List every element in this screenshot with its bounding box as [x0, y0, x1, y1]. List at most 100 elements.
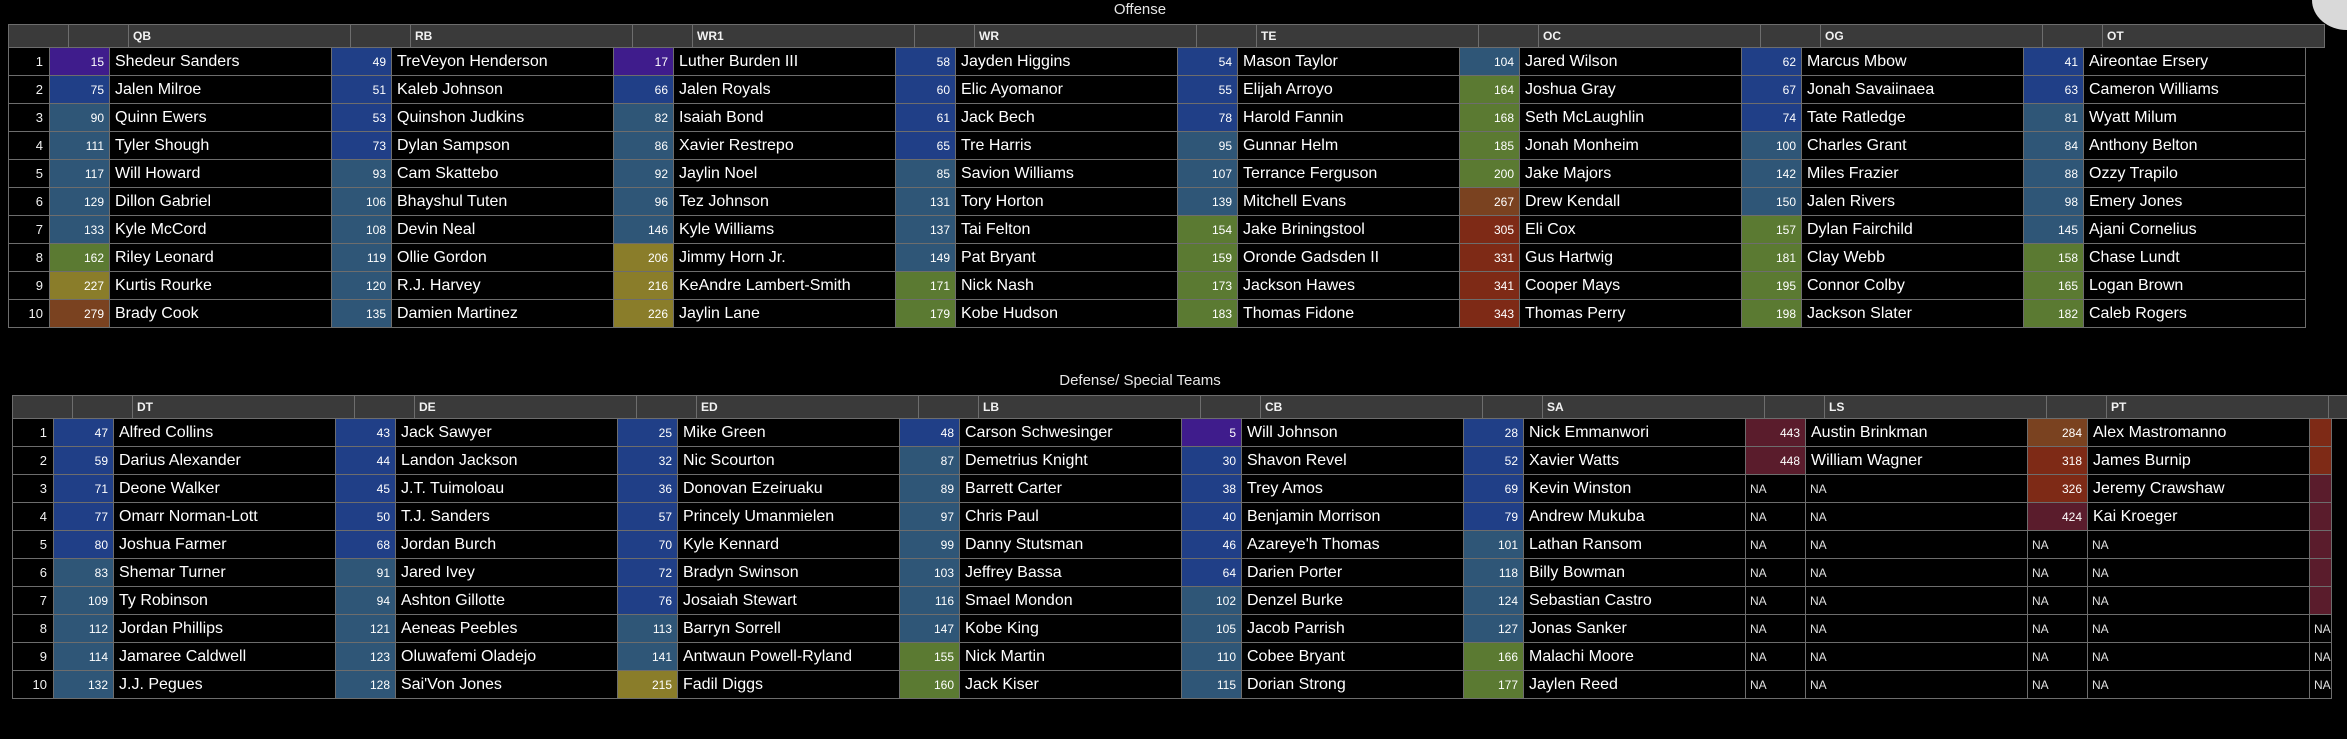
- rank-cell[interactable]: 133: [50, 216, 110, 244]
- rank-cell[interactable]: 182: [2024, 300, 2084, 328]
- rank-cell[interactable]: 94: [336, 587, 396, 615]
- player-name[interactable]: Luther Burden III: [674, 48, 896, 76]
- player-name[interactable]: Antwaun Powell-Ryland: [678, 643, 900, 671]
- player-name[interactable]: Cobee Bryant: [1242, 643, 1464, 671]
- table-row[interactable]: 10 132 J.J. Pegues 128 Sai'Von Jones 215 Fadil…: [13, 671, 2347, 699]
- rank-cell[interactable]: NA: [1746, 643, 1806, 671]
- player-name[interactable]: Elic Ayomanor: [956, 76, 1178, 104]
- player-name[interactable]: NA: [2088, 671, 2310, 699]
- player-name[interactable]: Jimmy Horn Jr.: [674, 244, 896, 272]
- player-name[interactable]: Kaleb Johnson: [392, 76, 614, 104]
- player-name[interactable]: Aeneas Peebles: [396, 615, 618, 643]
- player-name[interactable]: Jeffrey Bassa: [960, 559, 1182, 587]
- rank-cell[interactable]: 93: [332, 160, 392, 188]
- player-name[interactable]: Jack Bech: [956, 104, 1178, 132]
- player-name[interactable]: Fadil Diggs: [678, 671, 900, 699]
- rank-cell[interactable]: 139: [1178, 188, 1238, 216]
- player-name[interactable]: Smael Mondon: [960, 587, 1182, 615]
- player-name[interactable]: Isaiah Bond: [674, 104, 896, 132]
- player-name[interactable]: Jack Sawyer: [396, 419, 618, 447]
- player-name[interactable]: Azareye'h Thomas: [1242, 531, 1464, 559]
- rank-cell[interactable]: 48: [900, 419, 960, 447]
- rank-cell[interactable]: 61: [896, 104, 956, 132]
- player-name[interactable]: Kevin Winston: [1524, 475, 1746, 503]
- player-name[interactable]: Benjamin Morrison: [1242, 503, 1464, 531]
- player-name[interactable]: Emery Jones: [2084, 188, 2306, 216]
- player-name[interactable]: Lathan Ransom: [1524, 531, 1746, 559]
- player-name[interactable]: Aireontae Ersery: [2084, 48, 2306, 76]
- rank-cell[interactable]: 341: [1460, 272, 1520, 300]
- rank-cell[interactable]: 96: [614, 188, 674, 216]
- rank-cell[interactable]: 118: [1464, 559, 1524, 587]
- rank-cell[interactable]: 71: [54, 475, 114, 503]
- player-name[interactable]: Landon Jackson: [396, 447, 618, 475]
- table-row[interactable]: 5 117 Will Howard 93 Cam Skattebo 92 Jaylin No…: [9, 160, 2325, 188]
- rank-cell[interactable]: 47: [54, 419, 114, 447]
- rank-cell[interactable]: 101: [1464, 531, 1524, 559]
- table-row[interactable]: 9 114 Jamaree Caldwell 123 Oluwafemi Oladejo…: [13, 643, 2347, 671]
- player-name[interactable]: Nick Nash: [956, 272, 1178, 300]
- player-name[interactable]: NA: [1806, 531, 2028, 559]
- player-name[interactable]: Alex Mastromanno: [2088, 419, 2310, 447]
- rank-cell[interactable]: 28: [1464, 419, 1524, 447]
- player-name[interactable]: Kobe Hudson: [956, 300, 1178, 328]
- rank-cell[interactable]: 305: [1460, 216, 1520, 244]
- player-name[interactable]: Savion Williams: [956, 160, 1178, 188]
- player-name[interactable]: Jaylin Lane: [674, 300, 896, 328]
- rank-cell[interactable]: 59: [54, 447, 114, 475]
- rank-cell[interactable]: 69: [1464, 475, 1524, 503]
- rank-cell[interactable]: 82: [614, 104, 674, 132]
- player-name[interactable]: Jacob Parrish: [1242, 615, 1464, 643]
- player-name[interactable]: NA: [1806, 615, 2028, 643]
- player-name[interactable]: Dylan Sampson: [392, 132, 614, 160]
- rank-cell[interactable]: 119: [332, 244, 392, 272]
- player-name[interactable]: Kai Kroeger: [2088, 503, 2310, 531]
- rank-cell[interactable]: 145: [2024, 216, 2084, 244]
- rank-cell[interactable]: 158: [2024, 244, 2084, 272]
- player-name[interactable]: Kyle Kennard: [678, 531, 900, 559]
- rank-cell[interactable]: 166: [1464, 643, 1524, 671]
- rank-cell[interactable]: NA: [2028, 643, 2088, 671]
- player-name[interactable]: Joshua Gray: [1520, 76, 1742, 104]
- rank-cell[interactable]: 84: [2024, 132, 2084, 160]
- player-name[interactable]: Xavier Watts: [1524, 447, 1746, 475]
- rank-cell[interactable]: 32: [618, 447, 678, 475]
- rank-cell[interactable]: 150: [1742, 188, 1802, 216]
- player-name[interactable]: Malachi Moore: [1524, 643, 1746, 671]
- rank-cell[interactable]: 135: [332, 300, 392, 328]
- player-name[interactable]: NA: [1806, 475, 2028, 503]
- rank-cell[interactable]: 77: [54, 503, 114, 531]
- player-name[interactable]: William Wagner: [1806, 447, 2028, 475]
- player-name[interactable]: Bhayshul Tuten: [392, 188, 614, 216]
- player-name[interactable]: Cam Skattebo: [392, 160, 614, 188]
- player-name[interactable]: Sebastian Castro: [1524, 587, 1746, 615]
- player-name[interactable]: Jalen Royals: [674, 76, 896, 104]
- rank-cell[interactable]: 51: [332, 76, 392, 104]
- player-name[interactable]: TreVeyon Henderson: [392, 48, 614, 76]
- player-name[interactable]: Jackson Hawes: [1238, 272, 1460, 300]
- rank-cell[interactable]: NA: [1746, 559, 1806, 587]
- rank-cell[interactable]: 120: [332, 272, 392, 300]
- player-name[interactable]: Shavon Revel: [1242, 447, 1464, 475]
- player-name[interactable]: Elijah Arroyo: [1238, 76, 1460, 104]
- rank-cell[interactable]: 46: [1182, 531, 1242, 559]
- player-name[interactable]: Thomas Fidone: [1238, 300, 1460, 328]
- rank-cell[interactable]: 73: [332, 132, 392, 160]
- rank-cell[interactable]: 226: [614, 300, 674, 328]
- player-name[interactable]: T.J. Sanders: [396, 503, 618, 531]
- player-name[interactable]: Dorian Strong: [1242, 671, 1464, 699]
- player-name[interactable]: Kurtis Rourke: [110, 272, 332, 300]
- rank-cell[interactable]: NA: [2028, 615, 2088, 643]
- player-name[interactable]: NA: [1806, 559, 2028, 587]
- table-row[interactable]: 5 80 Joshua Farmer 68 Jordan Burch 70 Kyle Ken…: [13, 531, 2347, 559]
- player-name[interactable]: Austin Brinkman: [1806, 419, 2028, 447]
- rank-cell[interactable]: 162: [50, 244, 110, 272]
- player-name[interactable]: Jake Majors: [1520, 160, 1742, 188]
- rank-cell[interactable]: 38: [1182, 475, 1242, 503]
- player-name[interactable]: Tez Johnson: [674, 188, 896, 216]
- player-name[interactable]: Jackson Slater: [1802, 300, 2024, 328]
- player-name[interactable]: Eli Cox: [1520, 216, 1742, 244]
- player-name[interactable]: Jonah Savaiinaea: [1802, 76, 2024, 104]
- player-name[interactable]: Gunnar Helm: [1238, 132, 1460, 160]
- rank-cell[interactable]: 215: [618, 671, 678, 699]
